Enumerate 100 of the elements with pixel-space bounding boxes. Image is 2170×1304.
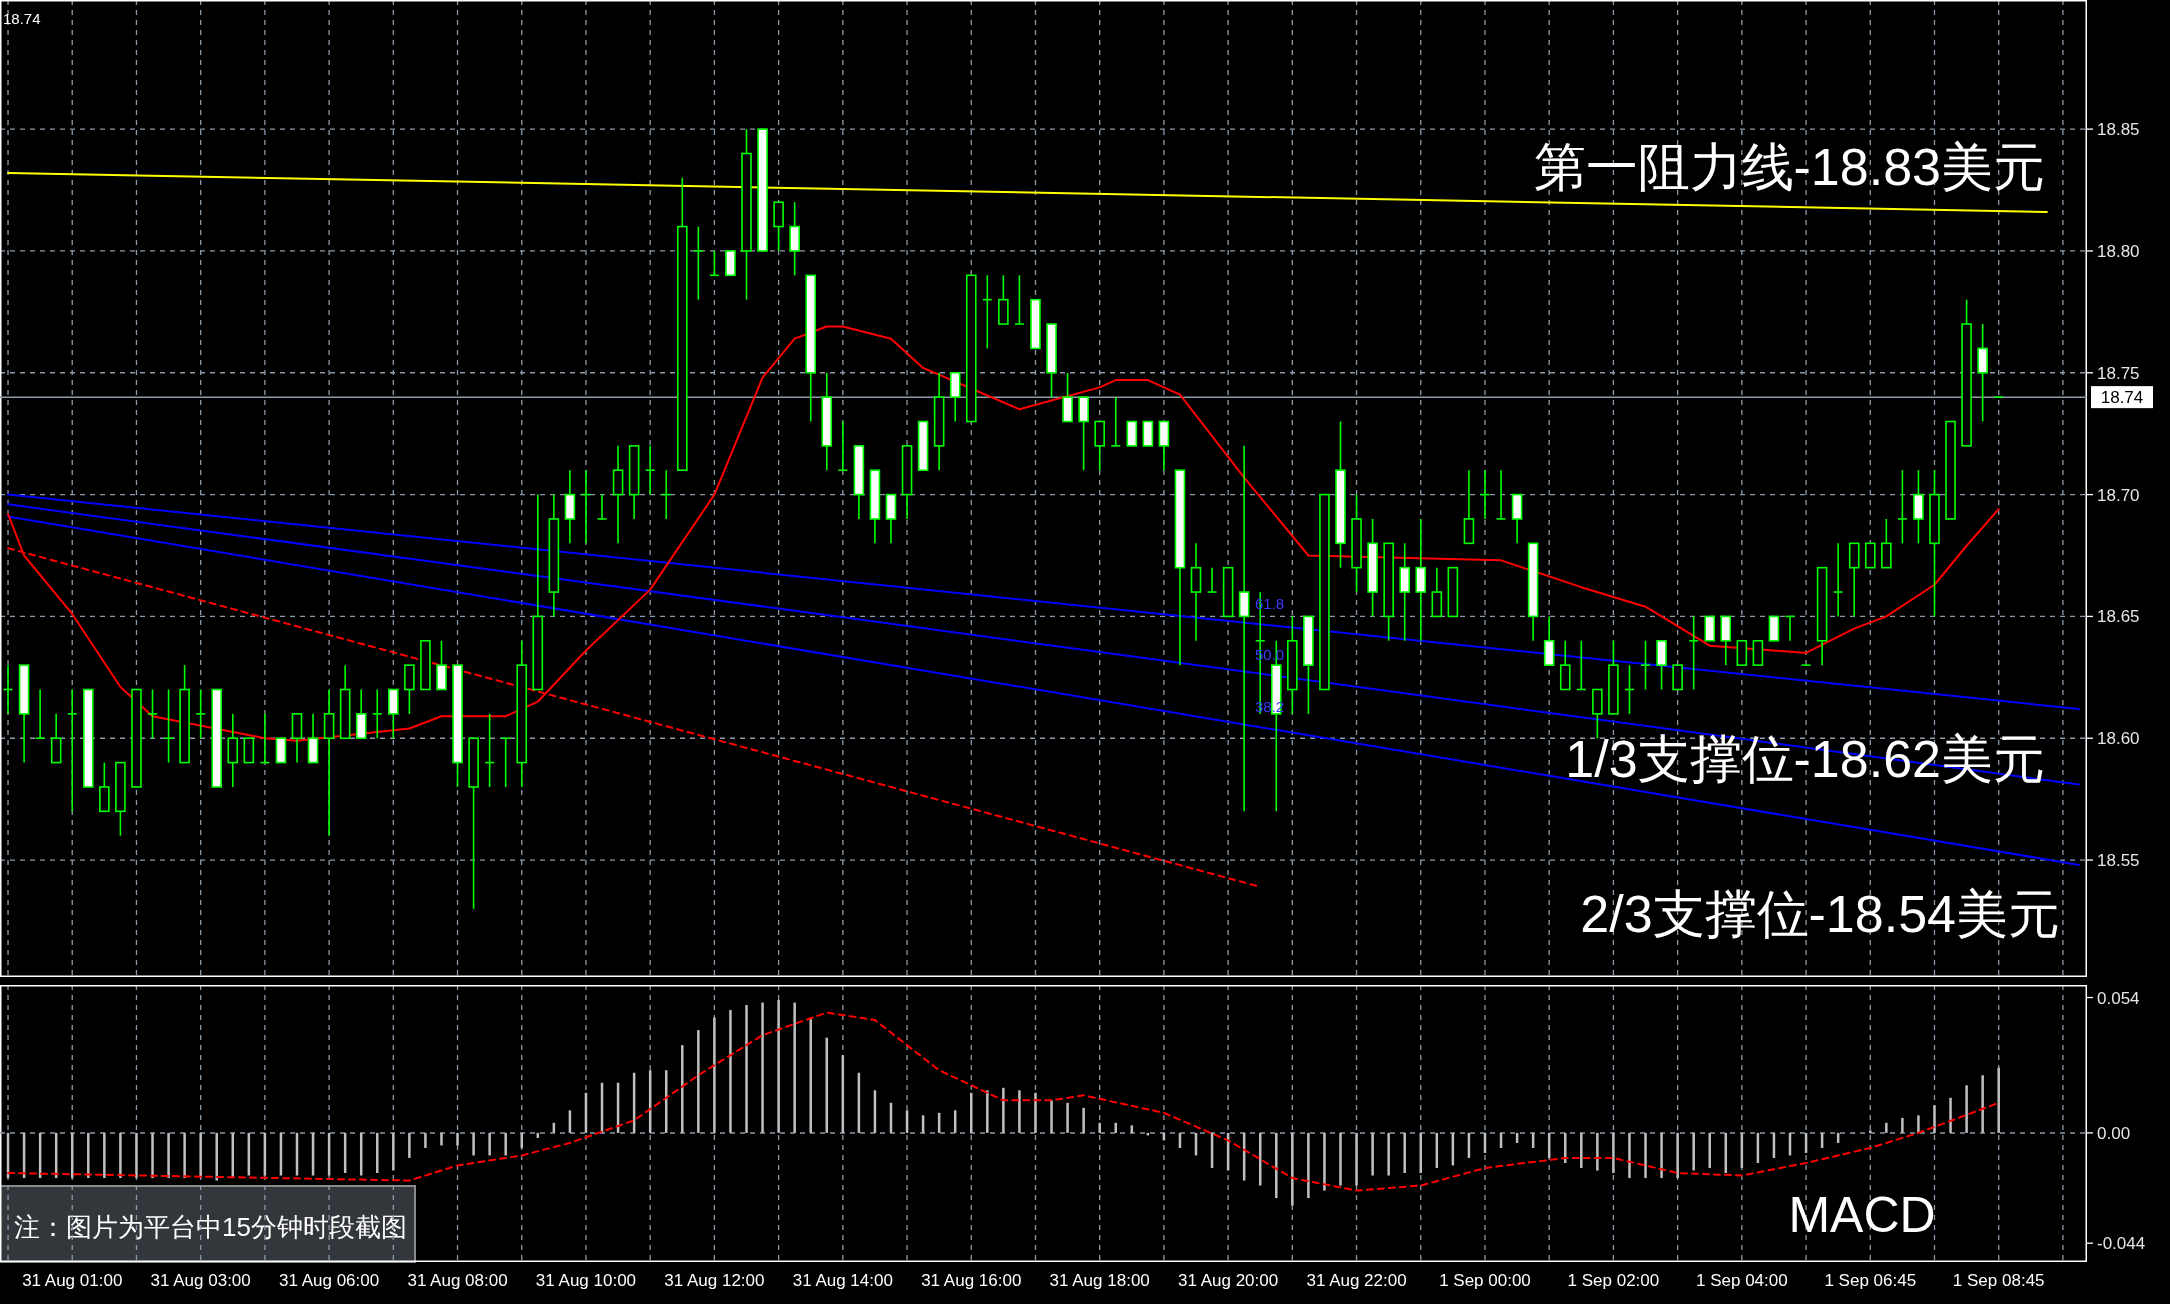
- bar: [1692, 1132, 1695, 1171]
- candlestick: [1495, 469, 1507, 520]
- bar: [1403, 1132, 1406, 1174]
- bar: [392, 1132, 395, 1171]
- bar: [1114, 1122, 1117, 1133]
- bar: [167, 1132, 170, 1179]
- x-tick-label: 31 Aug 14:00: [792, 1271, 893, 1290]
- bar: [1869, 1130, 1872, 1133]
- bar: [1018, 1090, 1021, 1133]
- x-tick-label: 31 Aug 16:00: [921, 1271, 1022, 1290]
- bar: [1885, 1122, 1888, 1133]
- bar: [1901, 1117, 1904, 1133]
- y-tick-label: 18.65: [2097, 607, 2140, 627]
- bar: [1339, 1132, 1342, 1186]
- bar: [729, 1010, 732, 1133]
- bar: [1708, 1132, 1711, 1168]
- bar: [1066, 1102, 1069, 1133]
- x-tick-label: 31 Aug 22:00: [1306, 1271, 1407, 1290]
- y-tick-label: 18.60: [2097, 729, 2140, 749]
- candlestick: [596, 493, 608, 520]
- y-tick-label: 18.75: [2097, 363, 2140, 383]
- bar: [103, 1132, 106, 1179]
- candlestick: [371, 688, 383, 740]
- bar: [1275, 1132, 1278, 1199]
- bar: [1002, 1087, 1005, 1133]
- bar: [87, 1132, 90, 1179]
- candlestick: [1014, 274, 1025, 325]
- x-tick-label: 1 Sep 06:45: [1824, 1271, 1917, 1290]
- bar: [1933, 1105, 1936, 1133]
- x-tick-label: 31 Aug 06:00: [278, 1271, 380, 1290]
- y-tick-label: 0.00: [2097, 1123, 2131, 1143]
- bar: [777, 1000, 780, 1133]
- candlestick: [163, 688, 174, 764]
- candlestick: [1238, 445, 1250, 813]
- x-tick-label: 1 Sep 08:45: [1952, 1271, 2045, 1290]
- candlestick: [1897, 469, 1908, 545]
- bar: [488, 1132, 491, 1156]
- text: MACD: [1788, 1187, 1936, 1243]
- bar: [1355, 1132, 1358, 1186]
- bar: [1082, 1107, 1085, 1133]
- candlestick: [1640, 639, 1651, 691]
- x-tick-label: 1 Sep 04:00: [1695, 1271, 1788, 1290]
- bar: [761, 1002, 764, 1133]
- bar: [1323, 1132, 1326, 1191]
- bar: [809, 1017, 812, 1133]
- bar: [1034, 1092, 1037, 1133]
- candlestick: [1110, 396, 1122, 447]
- bar: [1387, 1132, 1390, 1176]
- x-tick-label: 31 Aug 20:00: [1178, 1271, 1279, 1290]
- x-tick-label: 1 Sep 02:00: [1567, 1271, 1660, 1290]
- bar: [1965, 1085, 1968, 1133]
- bar: [1981, 1075, 1984, 1133]
- bar: [986, 1090, 989, 1133]
- bar: [440, 1132, 443, 1146]
- bar: [1307, 1132, 1310, 1199]
- bar: [135, 1132, 138, 1179]
- candlestick: [644, 445, 656, 496]
- bar: [119, 1132, 122, 1179]
- bar: [1917, 1115, 1920, 1133]
- x-tick-label: 31 Aug 12:00: [664, 1271, 765, 1290]
- bar: [1676, 1132, 1679, 1179]
- x-tick-label: 1 Sep 00:00: [1439, 1271, 1531, 1290]
- bar: [793, 1002, 796, 1133]
- bar: [745, 1005, 748, 1133]
- candlestick: [500, 737, 511, 788]
- bar: [424, 1132, 427, 1148]
- bar: [1291, 1132, 1294, 1206]
- candlestick: [195, 688, 206, 740]
- bar: [456, 1132, 459, 1146]
- annotation: 第一阻力线-18.83美元: [1533, 138, 2045, 196]
- candlestick: [693, 225, 704, 301]
- bar: [1098, 1122, 1101, 1133]
- bar: [1949, 1097, 1952, 1133]
- annotation: 2/3支撑位-18.54美元: [1580, 885, 2060, 943]
- candlestick: [1688, 615, 1699, 691]
- bar: [1371, 1132, 1374, 1176]
- bar: [1564, 1132, 1567, 1163]
- y-tick-label: -0.044: [2097, 1234, 2146, 1254]
- bar: [1580, 1132, 1583, 1168]
- bar: [1050, 1100, 1053, 1133]
- y-tick-label: 18.85: [2097, 120, 2140, 140]
- x-tick-label: 31 Aug 01:00: [22, 1271, 123, 1290]
- x-tick-label: 31 Aug 08:00: [407, 1271, 508, 1290]
- bar: [697, 1030, 700, 1133]
- annotation: 注：图片为平台中15分钟时段截图: [14, 1212, 407, 1242]
- bar: [408, 1132, 411, 1158]
- bar: [1628, 1132, 1631, 1179]
- bar: [1612, 1132, 1615, 1174]
- bar: [151, 1132, 154, 1179]
- ref-line-label: 18.74: [2100, 388, 2144, 408]
- x-tick-label: 31 Aug 10:00: [535, 1271, 637, 1290]
- bar: [215, 1132, 218, 1181]
- candlestick: [66, 688, 78, 813]
- bar: [183, 1132, 186, 1179]
- candlestick: [147, 688, 158, 740]
- bar: [199, 1132, 202, 1179]
- bar: [376, 1132, 379, 1174]
- y-tick-label: 18.70: [2097, 485, 2140, 505]
- bar: [1644, 1132, 1647, 1179]
- candlestick: [1832, 542, 1844, 618]
